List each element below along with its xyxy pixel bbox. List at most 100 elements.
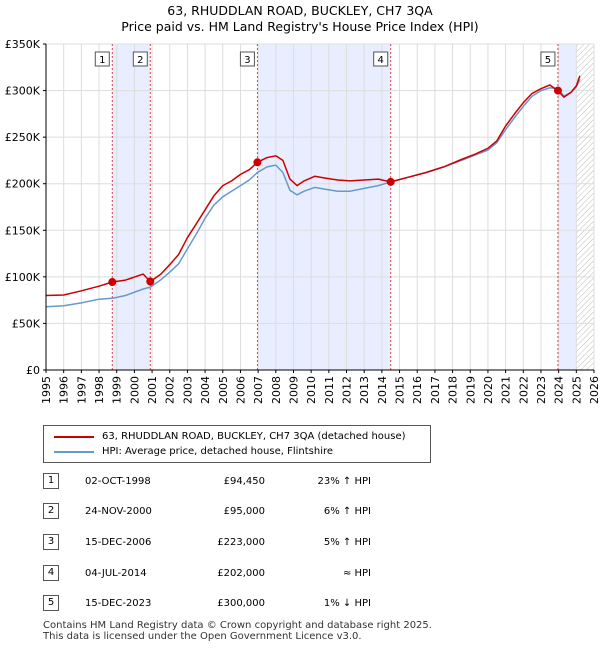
footer-attribution: Contains HM Land Registry data © Crown c… xyxy=(43,620,432,642)
sale-label-box xyxy=(132,51,148,67)
y-tick-label: £150K xyxy=(5,224,41,237)
sale-label-box xyxy=(239,51,255,67)
x-tick-label: 1997 xyxy=(75,376,88,404)
sale-hpi-comparison: ≈ HPI xyxy=(342,568,371,579)
sale-dot xyxy=(553,86,562,95)
x-tick-label: 2019 xyxy=(464,376,477,404)
sale-label-box xyxy=(540,51,556,67)
x-tick-label: 2005 xyxy=(217,376,230,404)
sale-date: 04-JUL-2014 xyxy=(85,568,147,579)
x-tick-label: 2013 xyxy=(358,376,371,404)
x-tick-label: 2006 xyxy=(234,376,247,404)
shaded-period xyxy=(557,44,577,370)
series-line-property xyxy=(45,75,581,297)
x-tick-label: 2002 xyxy=(164,376,177,404)
sale-price: £95,000 xyxy=(223,506,265,517)
sale-date: 15-DEC-2006 xyxy=(85,537,152,548)
x-tick-label: 2007 xyxy=(252,376,265,404)
x-tick-label: 2009 xyxy=(287,376,300,404)
x-tick-label: 2015 xyxy=(394,376,407,404)
sale-label-text: 1 xyxy=(99,55,105,66)
sale-row: 4 04-JUL-2014 £202,000 ≈ HPI xyxy=(43,565,383,581)
y-tick-label: £50K xyxy=(12,317,41,330)
sale-label-box xyxy=(373,51,389,67)
sale-price: £94,450 xyxy=(223,476,265,487)
shaded-period xyxy=(257,44,391,370)
y-tick-label: £250K xyxy=(5,131,41,144)
sale-number: 4 xyxy=(43,565,59,581)
series-line-hpi xyxy=(45,79,581,308)
x-tick-label: 2023 xyxy=(535,376,548,404)
sale-dot xyxy=(253,158,262,167)
sale-label-text: 5 xyxy=(545,55,551,66)
sale-label-text: 2 xyxy=(137,55,143,66)
x-tick-label: 2001 xyxy=(146,376,159,404)
x-tick-label: 2011 xyxy=(323,376,336,404)
sale-label-box xyxy=(94,51,110,67)
footer-line-1: Contains HM Land Registry data © Crown c… xyxy=(43,620,432,631)
x-tick-label: 1995 xyxy=(40,376,53,404)
y-tick-labels: £0 £50K £100K £150K £200K £250K £300K £350K xyxy=(5,38,46,377)
sale-row: 1 02-OCT-1998 £94,450 23% ↑ HPI xyxy=(43,473,383,489)
x-tick-label: 2014 xyxy=(376,376,389,404)
sale-hpi-comparison: 5% ↑ HPI xyxy=(323,537,371,548)
footer-line-2: This data is licensed under the Open Gov… xyxy=(43,631,362,642)
sale-hpi-comparison: 1% ↓ HPI xyxy=(323,598,371,609)
x-tick-label: 2004 xyxy=(199,376,212,404)
legend-swatch-property xyxy=(54,436,94,438)
x-tick-label: 1996 xyxy=(58,376,71,404)
sale-label-text: 4 xyxy=(378,55,384,66)
sale-dot xyxy=(146,277,155,286)
x-tick-label: 2012 xyxy=(341,376,354,404)
x-tick-label: 2025 xyxy=(570,376,583,404)
sale-price: £202,000 xyxy=(217,568,265,579)
sale-row: 5 15-DEC-2023 £300,000 1% ↓ HPI xyxy=(43,595,383,611)
sale-dot xyxy=(386,177,395,186)
x-tick-label: 2020 xyxy=(482,376,495,404)
sale-hpi-comparison: 6% ↑ HPI xyxy=(323,506,371,517)
sale-dot xyxy=(108,278,117,287)
x-tick-label: 2008 xyxy=(270,376,283,404)
sale-date: 02-OCT-1998 xyxy=(85,476,151,487)
axes xyxy=(45,44,594,371)
sale-hpi-comparison: 23% ↑ HPI xyxy=(317,476,371,487)
legend-label-property: 63, RHUDDLAN ROAD, BUCKLEY, CH7 3QA (det… xyxy=(102,431,406,442)
sale-price: £223,000 xyxy=(217,537,265,548)
x-tick-label: 2003 xyxy=(181,376,194,404)
y-tick-label: £200K xyxy=(5,178,41,191)
legend-label-hpi: HPI: Average price, detached house, Flin… xyxy=(102,446,334,457)
x-tick-label: 2016 xyxy=(411,376,424,404)
x-tick-label: 2017 xyxy=(429,376,442,404)
sale-number: 5 xyxy=(43,595,59,611)
sale-label-text: 3 xyxy=(244,55,250,66)
x-tick-label: 2010 xyxy=(305,376,318,404)
chart-title-block: 63, RHUDDLAN ROAD, BUCKLEY, CH7 3QA Pric… xyxy=(0,3,600,35)
x-tick-label: 2000 xyxy=(128,376,141,404)
sale-dots xyxy=(108,86,562,287)
sale-date: 15-DEC-2023 xyxy=(85,598,152,609)
sale-row: 2 24-NOV-2000 £95,000 6% ↑ HPI xyxy=(43,503,383,519)
x-tick-label: 2026 xyxy=(588,376,600,404)
x-tick-label: 1998 xyxy=(93,376,106,404)
x-tick-label: 1999 xyxy=(111,376,124,404)
x-tick-labels: 1995 1996 1997 1998 1999 2000 2001 2002 2003 2004… xyxy=(40,370,600,404)
x-tick-label: 2022 xyxy=(517,376,530,404)
sale-number: 3 xyxy=(43,534,59,550)
y-tick-label: £350K xyxy=(5,38,41,51)
y-tick-label: £0 xyxy=(26,364,40,377)
x-tick-label: 2018 xyxy=(447,376,460,404)
x-tick-label: 2024 xyxy=(553,376,566,404)
price-chart: 1 2 3 4 5 £0 £50K £100K £150K £200K £250K £300K £35… xyxy=(5,38,600,404)
chart-title: 63, RHUDDLAN ROAD, BUCKLEY, CH7 3QA xyxy=(167,3,433,18)
shaded-period xyxy=(112,44,151,370)
sale-number: 1 xyxy=(43,473,59,489)
y-tick-label: £300K xyxy=(5,85,41,98)
chart-subtitle: Price paid vs. HM Land Registry's House … xyxy=(121,19,479,34)
series-lines xyxy=(45,75,581,308)
x-tick-label: 2021 xyxy=(500,376,513,404)
legend-swatch-hpi xyxy=(54,451,94,453)
sale-price: £300,000 xyxy=(217,598,265,609)
sale-date: 24-NOV-2000 xyxy=(85,506,152,517)
sale-number: 2 xyxy=(43,503,59,519)
forecast-hatch xyxy=(576,44,594,370)
